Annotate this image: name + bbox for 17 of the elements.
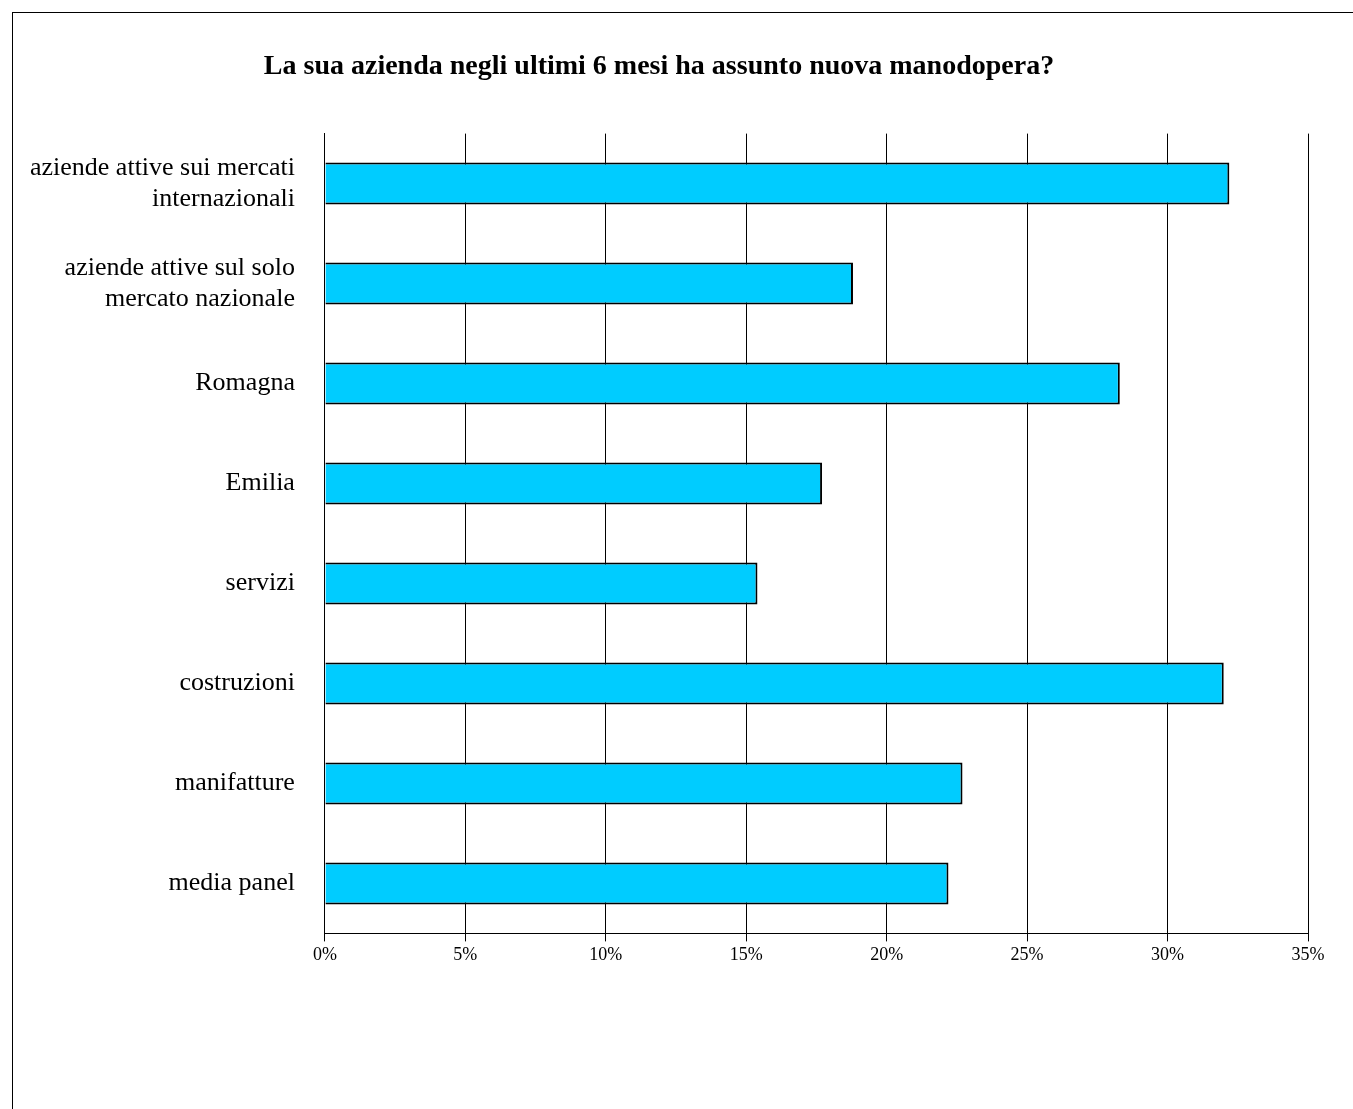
chart-title: La sua azienda negli ultimi 6 mesi ha assunto nuova manodopera? [263,49,1055,81]
x-tick-label: 35% [1291,943,1325,964]
y-tick-label: Emilia [225,467,296,497]
x-tick-label: 25% [1010,943,1044,964]
y-tick-label: aziende attive sul solo mercato nazionale [64,251,295,312]
y-tick-label: Romagna [195,367,296,397]
x-tick-label: 30% [1151,943,1185,964]
y-tick-label: servizi [225,567,295,597]
x-tick-label: 5% [453,943,478,964]
y-tick-label: aziende attive sui mercati internazionali [29,151,295,213]
y-tick-label: media panel [168,867,295,897]
x-tick-label: 10% [589,943,623,964]
y-tick-label: costruzioni [179,667,295,697]
x-tick-label: 20% [870,943,904,964]
y-tick-label: manifatture [175,767,295,797]
x-tick-label: 0% [312,943,337,964]
x-tick-label: 15% [729,943,763,964]
